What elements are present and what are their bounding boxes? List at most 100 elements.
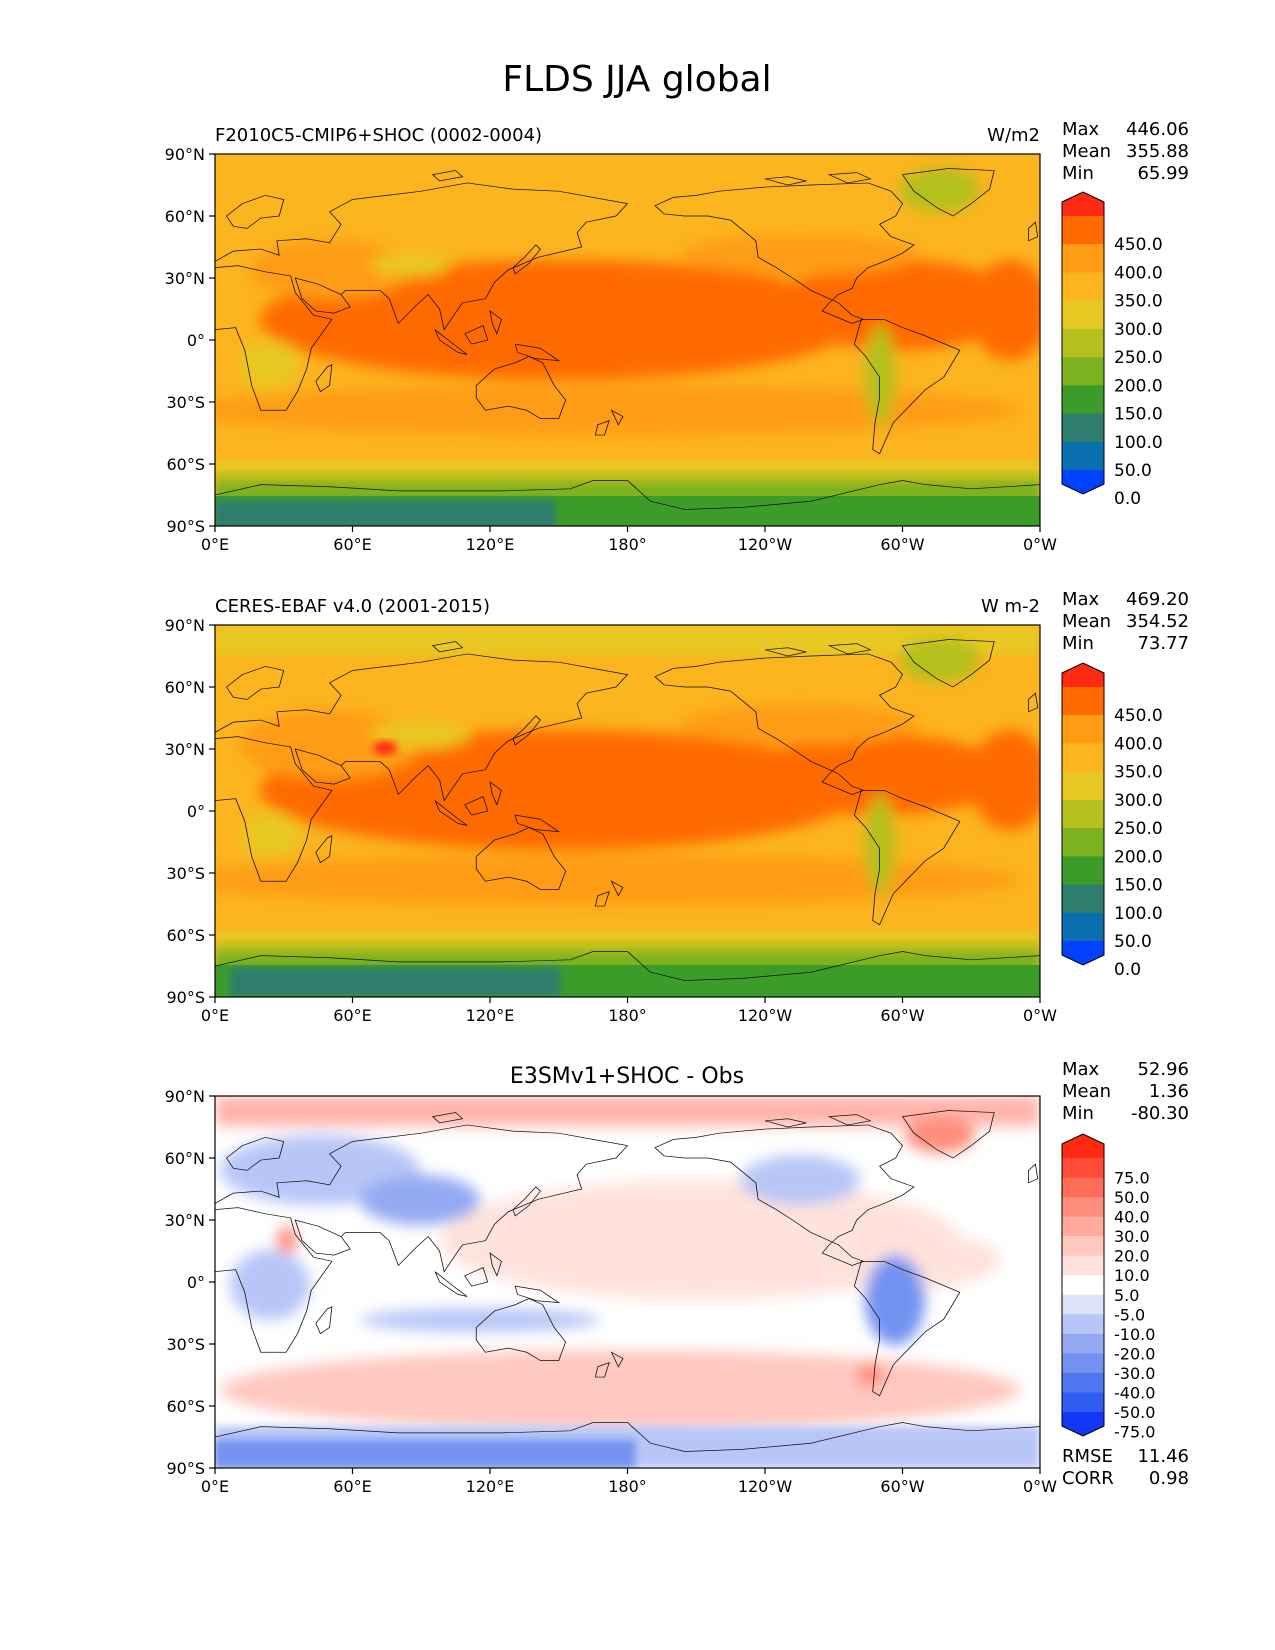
colorbar-label: 30.0 xyxy=(1114,1227,1150,1246)
panel-units: W m-2 xyxy=(981,596,1040,617)
colorbar-segment xyxy=(1062,413,1104,443)
colorbar-segment xyxy=(1062,715,1104,744)
corr-value: 0.98 xyxy=(1149,1468,1189,1489)
min-label: Min xyxy=(1062,1103,1094,1124)
colorbar-label: 200.0 xyxy=(1114,376,1163,396)
colorbar-segment xyxy=(1062,328,1104,358)
colorbar-label: -10.0 xyxy=(1114,1325,1155,1344)
mean-label: Mean xyxy=(1062,141,1111,162)
lat-tick-label: 90°N xyxy=(165,145,205,164)
colorbar-segment xyxy=(1062,1353,1104,1374)
colorbar-label: 400.0 xyxy=(1114,263,1163,283)
colorbar-segment xyxy=(1062,743,1104,773)
colorbar-segment xyxy=(1062,856,1104,886)
rmse-label: RMSE xyxy=(1062,1446,1113,1467)
lat-tick-label: 30°N xyxy=(165,269,205,288)
stats-box-reference: Max 469.20 Mean 354.52 Min 73.77 xyxy=(1062,589,1189,654)
colorbar-segment xyxy=(1062,441,1104,471)
mean-value: 354.52 xyxy=(1126,611,1189,632)
colorbar-segment xyxy=(1062,912,1104,942)
lon-tick-label: 180° xyxy=(608,535,647,554)
colorbar-segment xyxy=(1062,216,1104,245)
colorbar-segment xyxy=(1062,1197,1104,1218)
lat-tick-label: 0° xyxy=(187,331,205,350)
panel-difference: E3SMv1+SHOC - Obs Max 52.96 Mean 1.36 Mi… xyxy=(165,1059,1189,1496)
colorbar-label: 5.0 xyxy=(1114,1286,1139,1305)
lat-tick-label: 90°S xyxy=(166,517,205,536)
max-label: Max xyxy=(1062,119,1100,140)
lat-tick-label: 0° xyxy=(187,1273,205,1292)
colorbar-label: 300.0 xyxy=(1114,320,1163,340)
colorbar-segment xyxy=(1062,1236,1104,1257)
lat-tick-label: 60°N xyxy=(165,678,205,697)
lon-tick-label: 0°W xyxy=(1023,535,1057,554)
lon-tick-label: 0°E xyxy=(201,1477,229,1496)
colorbar-segment xyxy=(1062,1216,1104,1237)
colorbar-extend-bottom xyxy=(1062,1412,1104,1436)
lat-tick-label: 90°S xyxy=(166,1459,205,1478)
mean-value: 355.88 xyxy=(1126,141,1189,162)
colorbar-label: 150.0 xyxy=(1114,405,1163,425)
lon-tick-label: 0°W xyxy=(1023,1006,1057,1025)
lon-tick-label: 60°E xyxy=(333,1006,371,1025)
mean-label: Mean xyxy=(1062,1081,1111,1102)
lon-tick-label: 120°E xyxy=(466,535,515,554)
lat-tick-label: 0° xyxy=(187,802,205,821)
max-label: Max xyxy=(1062,1059,1100,1080)
lat-tick-label: 90°N xyxy=(165,616,205,635)
colorbar-segment xyxy=(1062,244,1104,273)
map-field-difference xyxy=(215,1096,1040,1468)
corr-label: CORR xyxy=(1062,1468,1114,1489)
colorbar-label: 0.0 xyxy=(1114,489,1141,509)
max-label: Max xyxy=(1062,589,1100,610)
lon-tick-label: 120°W xyxy=(738,1477,793,1496)
colorbar-label: -30.0 xyxy=(1114,1364,1155,1383)
lat-tick-label: 90°N xyxy=(165,1087,205,1106)
lat-tick-label: 30°N xyxy=(165,1211,205,1230)
rmse-value: 11.46 xyxy=(1137,1446,1189,1467)
lat-tick-label: 60°S xyxy=(166,926,205,945)
lon-tick-label: 60°W xyxy=(880,535,924,554)
colorbar-label: -5.0 xyxy=(1114,1305,1145,1324)
colorbar-segment xyxy=(1062,828,1104,857)
colorbar-label: 100.0 xyxy=(1114,433,1163,453)
lon-tick-label: 60°E xyxy=(333,535,371,554)
colorbar-label: -50.0 xyxy=(1114,1403,1155,1422)
colorbar-label: -75.0 xyxy=(1114,1423,1155,1442)
stats-box-test: Max 446.06 Mean 355.88 Min 65.99 xyxy=(1062,119,1189,184)
colorbar-reference: 450.0 400.0 350.0 300.0 250.0 200.0 150.0 100.0… xyxy=(1061,662,1163,980)
lon-tick-label: 120°W xyxy=(738,1006,793,1025)
lon-tick-label: 120°W xyxy=(738,535,793,554)
lon-tick-label: 60°W xyxy=(880,1477,924,1496)
max-value: 446.06 xyxy=(1126,119,1189,140)
longitude-axis: 0°E 60°E 120°E 180° 120°W 60°W 0°W xyxy=(201,997,1057,1025)
colorbar-label: 450.0 xyxy=(1114,235,1163,255)
latitude-axis: 90°N 60°N 30°N 0° 30°S 60°S 90°S xyxy=(165,616,215,1007)
colorbar-label: 200.0 xyxy=(1114,847,1163,867)
max-value: 52.96 xyxy=(1137,1059,1189,1080)
colorbar-label: 450.0 xyxy=(1114,706,1163,726)
lat-tick-label: 30°S xyxy=(166,1335,205,1354)
colorbar-segment xyxy=(1062,1275,1104,1296)
lon-tick-label: 180° xyxy=(608,1006,647,1025)
colorbar-label: 50.0 xyxy=(1114,1188,1150,1207)
lat-tick-label: 60°N xyxy=(165,1149,205,1168)
colorbar-difference: 75.050.040.030.020.010.05.0-5.0-10.0-20.… xyxy=(1061,1133,1155,1442)
max-value: 469.20 xyxy=(1126,589,1189,610)
min-value: 73.77 xyxy=(1137,633,1189,654)
map-field-test xyxy=(215,154,1040,526)
panel-left-title: F2010C5-CMIP6+SHOC (0002-0004) xyxy=(215,125,542,146)
min-label: Min xyxy=(1062,633,1094,654)
colorbar-label: 350.0 xyxy=(1114,292,1163,312)
longitude-axis: 0°E 60°E 120°E 180° 120°W 60°W 0°W xyxy=(201,526,1057,554)
colorbar-label: 75.0 xyxy=(1114,1169,1150,1188)
lon-tick-label: 120°E xyxy=(466,1477,515,1496)
colorbar-segment xyxy=(1062,357,1104,386)
lat-tick-label: 90°S xyxy=(166,988,205,1007)
lat-tick-label: 60°N xyxy=(165,207,205,226)
latitude-axis: 90°N 60°N 30°N 0° 30°S 60°S 90°S xyxy=(165,145,215,536)
colorbar-outline xyxy=(1061,662,1105,966)
stats-box-difference: Max 52.96 Mean 1.36 Min -80.30 xyxy=(1062,1059,1189,1124)
colorbar-label: 40.0 xyxy=(1114,1208,1150,1227)
